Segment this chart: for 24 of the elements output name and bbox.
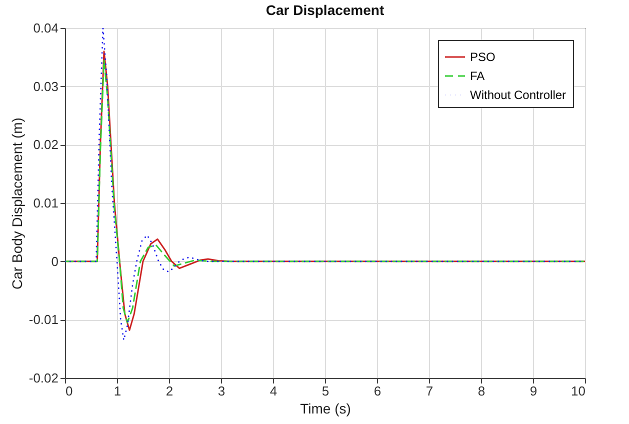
y-tick-label: 0.02 xyxy=(33,137,58,152)
legend-label: FA xyxy=(470,69,485,83)
x-tick-label: 9 xyxy=(530,384,538,398)
legend-label: Without Controller xyxy=(470,88,566,102)
x-tick-label: 7 xyxy=(426,384,434,398)
x-tick-label: 1 xyxy=(114,384,122,398)
x-axis-title: Time (s) xyxy=(300,400,351,416)
x-tick-label: 3 xyxy=(218,384,226,398)
y-tick-label: 0.01 xyxy=(33,196,58,210)
x-tick-label: 2 xyxy=(166,384,174,398)
y-tick-label: 0.04 xyxy=(33,20,58,36)
y-tick-label: -0.02 xyxy=(28,370,58,386)
x-tick-label: 10 xyxy=(571,384,586,398)
x-tick-label: 0 xyxy=(66,384,73,398)
x-tick-label: 8 xyxy=(478,384,486,398)
x-tick-label: 5 xyxy=(322,384,330,398)
x-tick-label: 6 xyxy=(374,384,382,398)
y-tick-label: -0.01 xyxy=(28,312,58,328)
y-tick-label: 0 xyxy=(51,254,58,269)
y-tick-label: 0.03 xyxy=(33,78,58,94)
chart-title: Car Displacement xyxy=(266,2,384,18)
x-tick-label: 4 xyxy=(270,384,278,398)
legend-label: PSO xyxy=(470,50,496,64)
y-axis-title: Car Body Displacement (m) xyxy=(8,118,25,290)
